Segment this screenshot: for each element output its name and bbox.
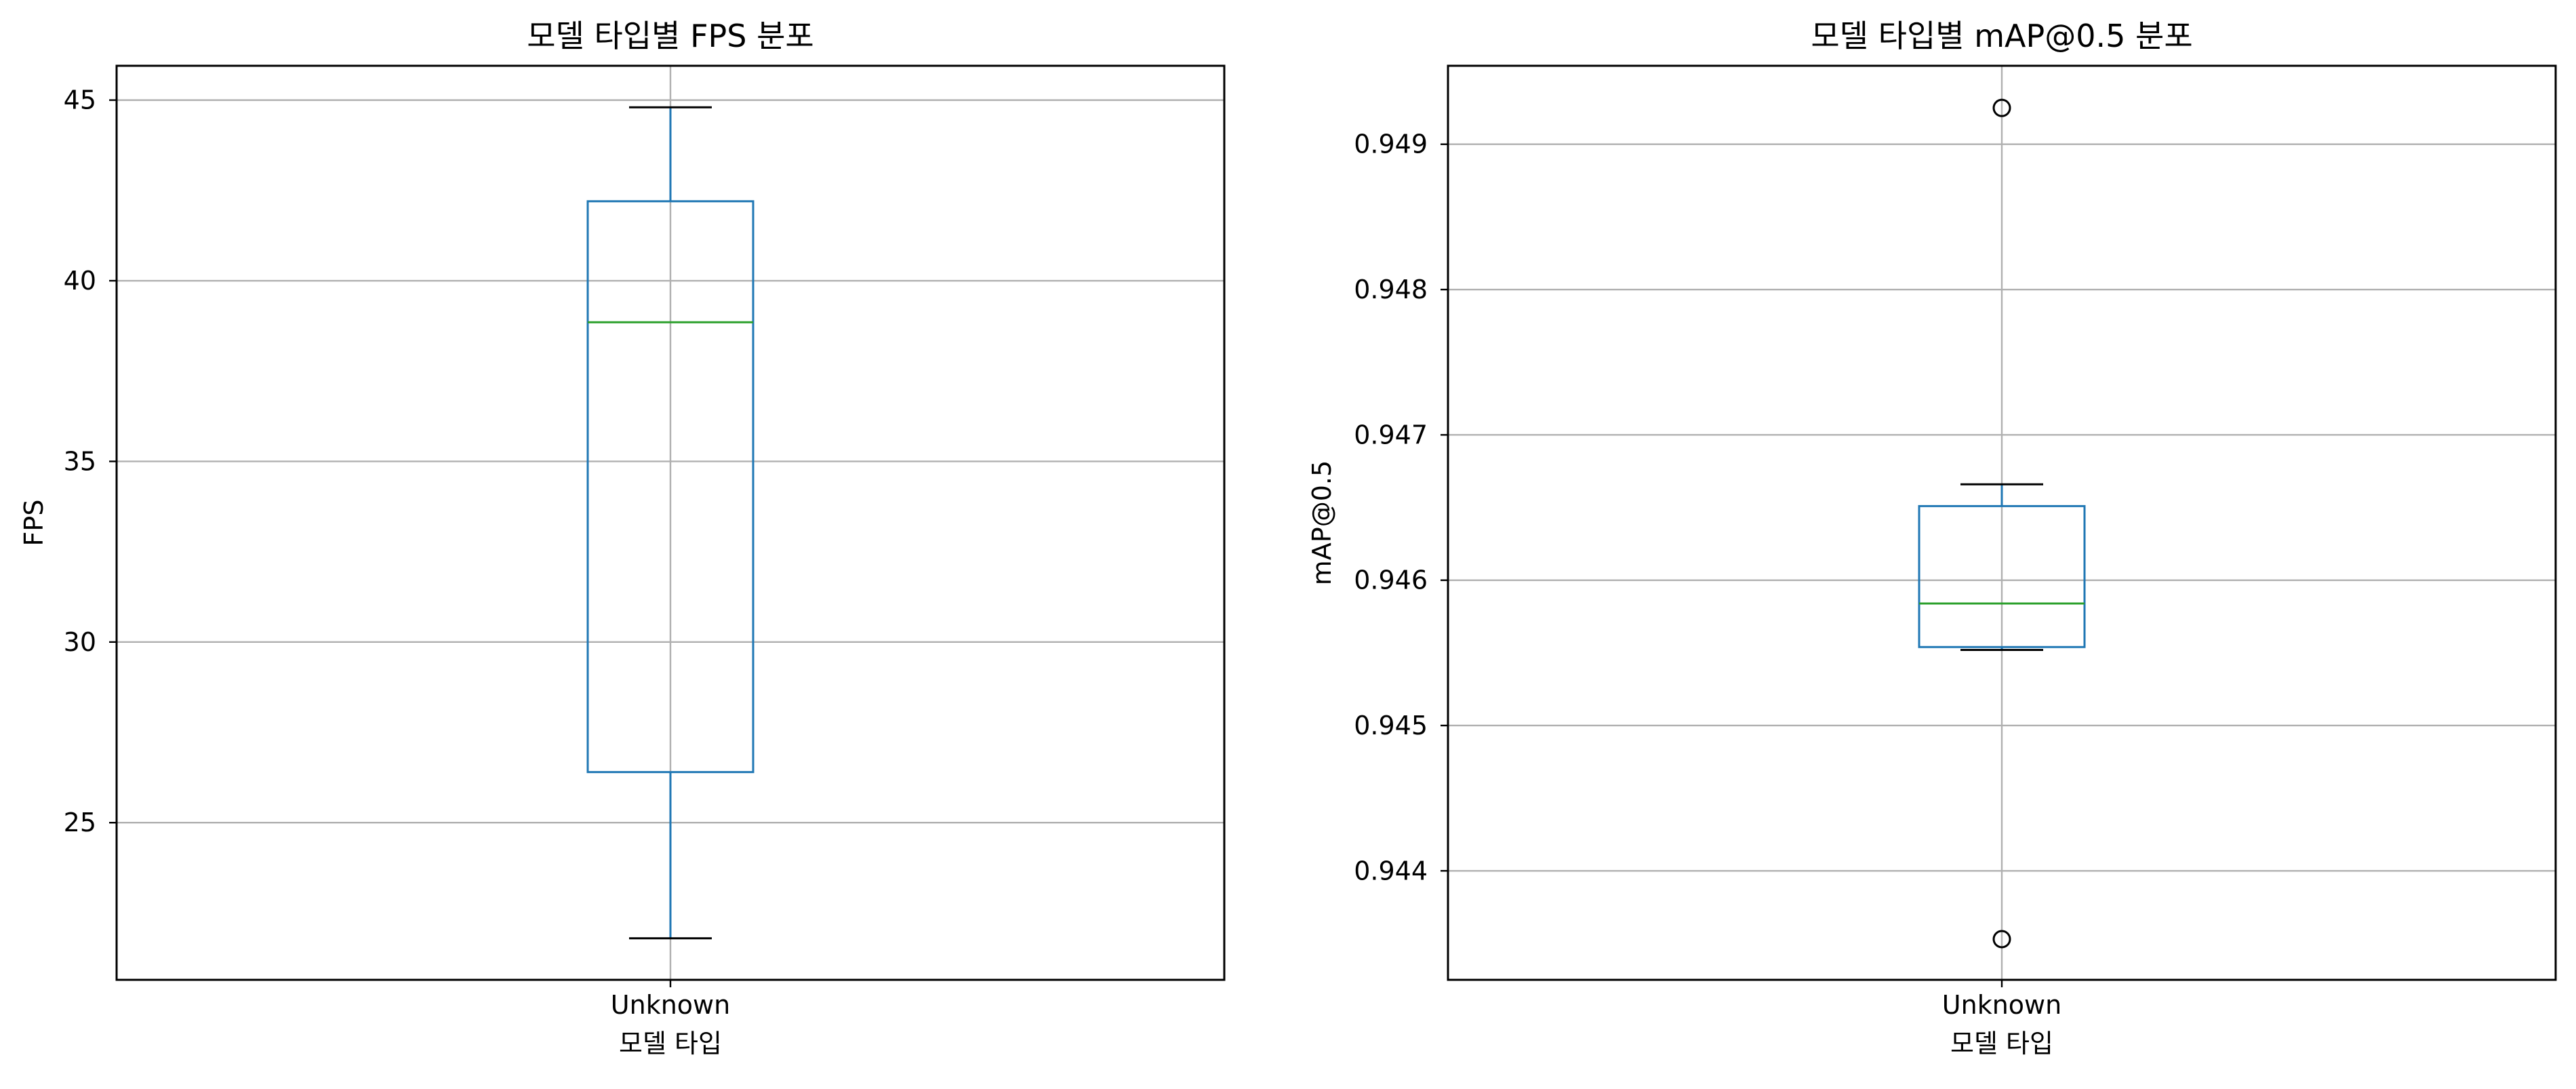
chart1-y-tick-label: 30: [64, 627, 96, 657]
chart1-y-tick-label: 25: [64, 808, 96, 837]
chart2-y-tick-label: 0.946: [1354, 566, 1428, 595]
chart1-y-tick-label: 45: [64, 85, 96, 115]
chart2-box: [1918, 504, 2086, 648]
chart1-box: [586, 200, 754, 774]
chart1-axes-frame: [115, 64, 1226, 981]
chart1-y-tick-label: 35: [64, 446, 96, 476]
chart2-panel: 0.944 0.945 0.946 0.947 0.948 0.949 Unknown 모델 …: [1307, 18, 2557, 1058]
chart2-x-tick-label: Unknown: [1942, 990, 2061, 1020]
chart1-title: 모델 타입별 FPS 분포: [527, 18, 814, 54]
chart2-x-axis-label: 모델 타입: [1950, 1029, 2053, 1058]
chart1-y-axis-label: FPS: [19, 500, 49, 547]
chart1-x-axis-label: 모델 타입: [619, 1029, 722, 1058]
chart2-y-tick-label: 0.948: [1354, 275, 1428, 304]
chart2-y-tick-label: 0.947: [1354, 420, 1428, 450]
chart2-axes-frame: [1447, 64, 2557, 981]
chart2-outlier-point: [1992, 930, 2011, 949]
chart2-outlier-point: [1992, 98, 2011, 117]
chart1-x-tick-label: Unknown: [611, 990, 730, 1020]
chart2-y-axis-label: mAP@0.5: [1307, 460, 1337, 585]
chart2-y-tick-label: 0.949: [1354, 130, 1428, 159]
chart2-title: 모델 타입별 mAP@0.5 분포: [1811, 18, 2192, 54]
chart2-y-tick-label: 0.945: [1354, 711, 1428, 740]
chart1-y-tick-label: 40: [64, 266, 96, 296]
chart2-y-tick-label: 0.944: [1354, 856, 1428, 886]
